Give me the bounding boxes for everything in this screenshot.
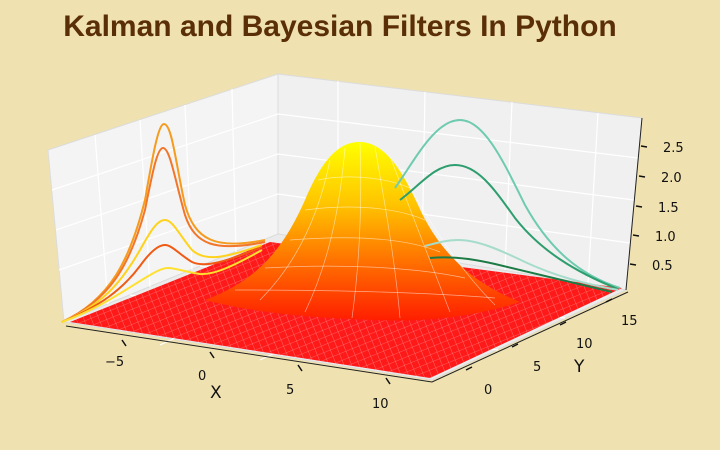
y-axis-line: [431, 291, 629, 383]
x-tick-label-4: 10: [372, 397, 389, 412]
x-axis-label: X: [210, 383, 222, 403]
y-projection-curves: [394, 118, 621, 293]
x-projection-curve-5: [61, 249, 263, 323]
x-projection-curve-1: [61, 122, 266, 323]
x-tick-label-2: 0: [198, 369, 206, 384]
z-tick-label-4: 2.0: [661, 171, 682, 186]
y-axis-label: Y: [573, 357, 585, 377]
x-projection-curve-2: [61, 146, 266, 323]
y-projection-curve-1: [394, 118, 621, 289]
y-tick-label-1: 0: [484, 383, 492, 398]
figure-title: Kalman and Bayesian Filters In Python: [63, 10, 617, 43]
y-projection-curve-2: [399, 163, 619, 290]
z-tick-label-5: 2.5: [663, 141, 684, 156]
x-projection-curves: [61, 122, 266, 323]
x-projection-curve-4: [61, 243, 263, 323]
z-tick-label-3: 1.5: [658, 201, 679, 216]
y-axis-ticks: [465, 298, 613, 371]
x-projection-curve-3: [61, 218, 263, 323]
z-tick-label-1: 0.5: [652, 259, 673, 274]
x-tick-label-1: −5: [105, 355, 124, 370]
y-projection-curve-3: [424, 238, 619, 291]
x-tick-label-3: 5: [286, 383, 294, 398]
x-axis-ticks: [121, 339, 391, 385]
y-tick-label-2: 5: [533, 360, 541, 375]
surface-peak: [205, 141, 520, 321]
y-tick-label-4: 15: [621, 314, 638, 329]
z-tick-label-2: 1.0: [655, 230, 676, 245]
z-axis-line: [625, 117, 643, 291]
x-axis-line: [65, 325, 433, 383]
surface-peak-mesh: [234, 142, 496, 319]
y-tick-label-3: 10: [576, 337, 593, 352]
z-axis-ticks: [629, 145, 648, 266]
y-projection-curve-4: [429, 256, 613, 293]
